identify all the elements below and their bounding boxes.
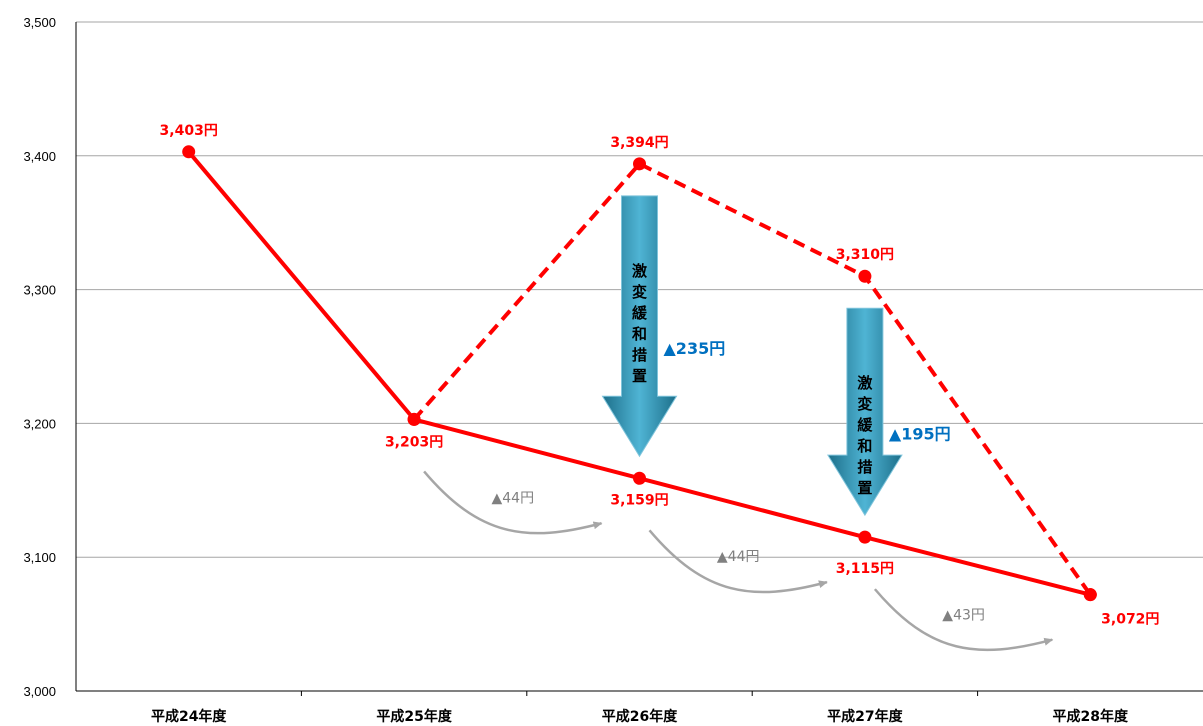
y-tick-label: 3,000 [23, 684, 56, 699]
relief-arrow-text: 緩 [857, 416, 873, 434]
data-label: 3,203円 [385, 434, 443, 450]
data-point [408, 413, 421, 426]
x-tick-label: 平成27年度 [827, 708, 903, 725]
relief-arrow-text: 激 [857, 374, 873, 392]
x-tick-label: 平成25年度 [376, 708, 452, 725]
data-point [858, 531, 871, 544]
data-point [633, 157, 646, 170]
relief-arrow-text: 激 [632, 262, 648, 280]
decrease-label: ▲44円 [492, 490, 535, 506]
decrease-label: ▲43円 [942, 607, 985, 623]
data-point [858, 270, 871, 283]
relief-arrow-text: 置 [632, 367, 647, 385]
x-tick-label: 平成24年度 [151, 708, 227, 725]
y-tick-label: 3,200 [23, 416, 56, 431]
data-label: 3,394円 [610, 135, 668, 151]
data-labels: 3,403円 3,203円 3,159円 3,115円 3,072円 3,394円 3,31… [160, 123, 1160, 628]
data-point [633, 472, 646, 485]
relief-arrow-text: 措 [632, 346, 647, 364]
decrease-label: ▲44円 [717, 549, 760, 565]
relief-arrow-text: 和 [632, 325, 647, 343]
relief-arrow-text: 緩 [632, 304, 648, 322]
axes: 3,000 3,100 3,200 3,300 3,400 3,500 平成24年度 平成25… [23, 15, 1203, 725]
x-tick-label: 平成28年度 [1053, 708, 1129, 725]
y-tick-label: 3,100 [23, 550, 56, 565]
relief-arrow-text: 措 [857, 458, 872, 476]
relief-arrow-text: 変 [857, 395, 872, 413]
relief-arrow-text: 置 [857, 479, 872, 497]
y-tick-label: 3,300 [23, 283, 56, 298]
y-tick-label: 3,500 [23, 15, 56, 30]
relief-amount-label: ▲235円 [664, 339, 726, 358]
relief-amount-label: ▲195円 [889, 425, 951, 444]
relief-arrow-text: 変 [632, 283, 647, 301]
data-point [182, 145, 195, 158]
data-label: 3,159円 [610, 492, 668, 508]
data-point [1084, 588, 1097, 601]
data-label: 3,403円 [160, 123, 218, 139]
y-tick-label: 3,400 [23, 149, 56, 164]
x-tick-label: 平成26年度 [602, 708, 678, 725]
relief-arrow-text: 和 [857, 437, 872, 455]
data-label: 3,310円 [836, 247, 894, 263]
series-line-without-relief [414, 164, 1090, 595]
data-label: 3,115円 [836, 561, 894, 577]
data-label: 3,072円 [1101, 612, 1159, 628]
